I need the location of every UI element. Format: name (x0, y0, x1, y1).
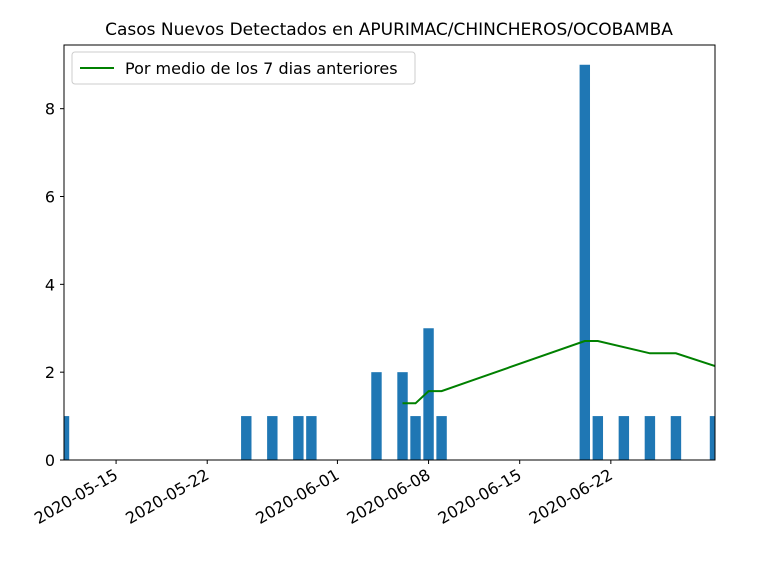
x-tick-label: 2020-06-15 (435, 465, 525, 528)
x-tick-label: 2020-05-15 (31, 465, 121, 528)
x-tick-label: 2020-05-22 (122, 465, 212, 528)
bar-series (64, 64, 715, 460)
bar (371, 372, 382, 460)
legend: Por medio de los 7 dias anteriores (71, 51, 416, 85)
bar (436, 416, 447, 460)
average-line (402, 340, 715, 405)
bar (267, 416, 278, 460)
x-axis: 2020-05-15 2020-05-22 2020-06-01 2020-06-08… (31, 460, 616, 528)
bar (423, 328, 434, 460)
x-tick-label: 2020-06-01 (252, 465, 342, 528)
bar (293, 416, 304, 460)
bar (709, 416, 715, 460)
y-axis: 0 2 4 6 8 (45, 100, 64, 470)
line-series (402, 340, 715, 405)
legend-box (71, 51, 416, 85)
legend-label: Por medio de los 7 dias anteriores (125, 59, 398, 78)
bar (618, 416, 630, 460)
plot-frame (63, 44, 716, 461)
chart-title: Casos Nuevos Detectados en APURIMAC/CHIN… (105, 20, 673, 40)
bar (644, 416, 656, 460)
x-tick-label: 2020-06-08 (344, 465, 434, 528)
bar (579, 64, 591, 460)
y-tick-label: 0 (45, 451, 55, 470)
y-tick-label: 6 (45, 188, 55, 207)
y-tick-label: 4 (45, 275, 55, 294)
bar (592, 416, 604, 460)
bar (397, 372, 408, 460)
bar (410, 416, 421, 460)
bar (64, 416, 70, 460)
y-tick-label: 8 (45, 100, 55, 119)
y-tick-label: 2 (45, 363, 55, 382)
bar (241, 416, 252, 460)
x-tick-label: 2020-06-22 (526, 465, 616, 528)
bar (306, 416, 317, 460)
bar (670, 416, 682, 460)
